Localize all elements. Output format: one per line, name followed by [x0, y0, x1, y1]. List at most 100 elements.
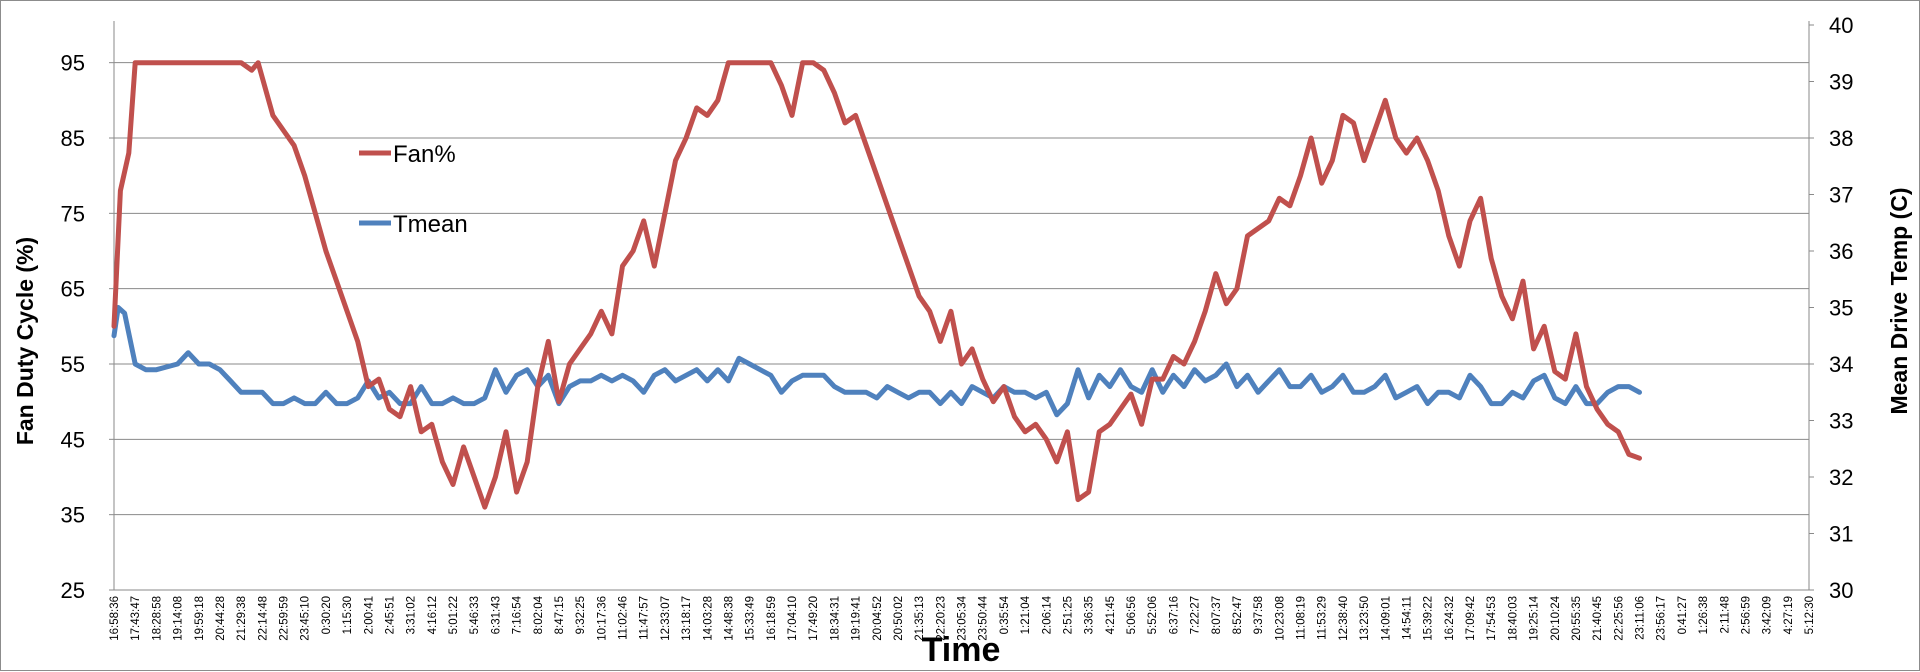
- x-tick-label: 4:27:19: [1783, 596, 1795, 634]
- x-tick-label: 20:04:52: [872, 596, 884, 641]
- x-tick-label: 0:30:20: [321, 596, 333, 634]
- x-tick-label: 23:05:34: [957, 595, 969, 640]
- x-tick-label: 12:33:07: [660, 596, 672, 641]
- x-tick-label: 2:11:48: [1719, 596, 1731, 634]
- x-tick-label: 1:26:38: [1698, 596, 1710, 634]
- x-tick-label: 4:21:45: [1105, 596, 1117, 634]
- x-tick-label: 1:15:30: [342, 596, 354, 634]
- x-tick-label: 20:44:28: [215, 596, 227, 641]
- right-tick-label: 36: [1829, 239, 1853, 264]
- x-tick-label: 14:48:38: [723, 596, 735, 641]
- series-line-fan: [111, 60, 1642, 510]
- left-tick-label: 55: [61, 352, 85, 377]
- x-tick-label: 12:38:40: [1338, 596, 1350, 641]
- x-tick-label: 23:50:44: [978, 595, 990, 640]
- x-tick-label: 6:37:16: [1168, 596, 1180, 634]
- x-tick-label: 5:01:22: [448, 596, 460, 634]
- x-tick-label: 2:56:59: [1740, 596, 1752, 634]
- x-tick-label: 6:31:43: [490, 596, 502, 634]
- y-axis-title-right: Mean Drive Temp (C): [1886, 187, 1912, 414]
- x-tick-label: 20:55:35: [1571, 596, 1583, 641]
- x-tick-label: 3:36:35: [1084, 596, 1096, 634]
- x-tick-label: 17:09:42: [1465, 596, 1477, 641]
- left-tick-label: 25: [61, 578, 85, 603]
- x-tick-label: 4:16:12: [427, 596, 439, 634]
- x-tick-label: 20:10:24: [1550, 595, 1562, 640]
- x-tick-label: 15:39:22: [1423, 596, 1435, 641]
- x-tick-label: 2:51:25: [1062, 596, 1074, 634]
- left-tick-label: 85: [61, 126, 85, 151]
- gridlines: [114, 62, 1809, 591]
- right-tick-label: 37: [1829, 183, 1853, 208]
- x-tick-label: 17:04:10: [787, 596, 799, 641]
- x-tick-label: 2:06:14: [1041, 595, 1053, 634]
- x-tick-label: 14:03:28: [702, 596, 714, 641]
- x-tick-label: 8:07:37: [1211, 596, 1223, 634]
- x-tick-label: 16:24:32: [1444, 596, 1456, 641]
- x-tick-label: 22:25:56: [1613, 596, 1625, 641]
- legend-label-tmean: Tmean: [393, 211, 468, 238]
- x-tick-label: 10:17:36: [596, 596, 608, 641]
- x-tick-label: 21:29:38: [236, 596, 248, 641]
- x-tick-label: 22:14:48: [257, 596, 269, 641]
- x-tick-label: 11:47:57: [639, 596, 651, 640]
- x-tick-label: 13:18:17: [681, 596, 693, 641]
- x-tick-label: 16:58:36: [109, 596, 121, 641]
- x-tick-label: 22:59:59: [279, 596, 291, 641]
- x-tick-label: 20:50:02: [893, 596, 905, 641]
- x-axis-title: Time: [922, 631, 1001, 669]
- x-tick-label: 8:52:47: [1232, 596, 1244, 634]
- right-tick-label: 33: [1829, 409, 1853, 434]
- x-tick-label: 18:40:03: [1507, 596, 1519, 641]
- x-tick-label: 19:59:18: [194, 596, 206, 641]
- x-tick-label: 3:31:02: [406, 596, 418, 634]
- x-tick-label: 21:35:13: [914, 596, 926, 641]
- x-tick-label: 10:23:08: [1274, 596, 1286, 641]
- right-tick-label: 30: [1829, 578, 1853, 603]
- left-axis-ticks: 25 35 45 55 65 75 85 95: [61, 51, 114, 603]
- x-tick-label: 11:08:19: [1296, 596, 1308, 640]
- right-tick-label: 38: [1829, 126, 1853, 151]
- right-tick-label: 31: [1829, 522, 1853, 547]
- x-tick-label: 19:25:14: [1529, 595, 1541, 640]
- x-tick-label: 17:54:53: [1486, 596, 1498, 641]
- x-tick-label: 15:33:49: [745, 596, 757, 641]
- right-tick-label: 34: [1829, 352, 1853, 377]
- x-tick-label: 23:56:17: [1656, 596, 1668, 641]
- x-tick-label: 13:23:50: [1359, 596, 1371, 641]
- left-tick-label: 75: [61, 201, 85, 226]
- right-tick-label: 32: [1829, 465, 1853, 490]
- x-tick-label: 2:00:41: [363, 596, 375, 634]
- right-tick-label: 35: [1829, 296, 1853, 321]
- right-tick-label: 40: [1829, 13, 1853, 38]
- x-tick-label: 9:32:25: [575, 596, 587, 634]
- x-tick-label: 22:20:23: [935, 596, 947, 641]
- x-tick-label: 5:46:33: [469, 596, 481, 634]
- x-tick-label: 23:11:06: [1635, 596, 1647, 640]
- x-tick-label: 11:02:46: [618, 596, 630, 640]
- x-tick-label: 1:21:04: [1020, 595, 1032, 634]
- x-tick-label: 0:35:54: [999, 595, 1011, 634]
- x-tick-label: 14:09:01: [1380, 596, 1392, 641]
- left-tick-label: 65: [61, 277, 85, 302]
- x-tick-label: 5:12:30: [1804, 596, 1816, 634]
- x-tick-label: 7:22:27: [1190, 596, 1202, 634]
- x-tick-label: 18:34:31: [829, 596, 841, 641]
- x-axis-ticks: 16:58:36 17:43:47 18:28:58 19:14:08 19:59:18…: [109, 595, 1816, 640]
- x-tick-label: 0:41:27: [1677, 596, 1689, 634]
- legend: Fan% Tmean: [359, 141, 468, 238]
- right-axis-ticks: 30 31 32 33 34 35 36 37 38 39 40: [1809, 13, 1853, 603]
- x-tick-label: 17:49:20: [808, 596, 820, 641]
- x-tick-label: 5:52:06: [1147, 596, 1159, 634]
- left-tick-label: 95: [61, 51, 85, 76]
- legend-label-fan: Fan%: [393, 141, 456, 168]
- axes: [113, 21, 1810, 591]
- x-tick-label: 8:02:04: [533, 595, 545, 634]
- x-tick-label: 17:43:47: [130, 596, 142, 641]
- x-tick-label: 7:16:54: [512, 595, 524, 634]
- x-tick-label: 21:40:45: [1592, 596, 1604, 641]
- left-tick-label: 45: [61, 427, 85, 452]
- x-tick-label: 5:06:56: [1126, 596, 1138, 634]
